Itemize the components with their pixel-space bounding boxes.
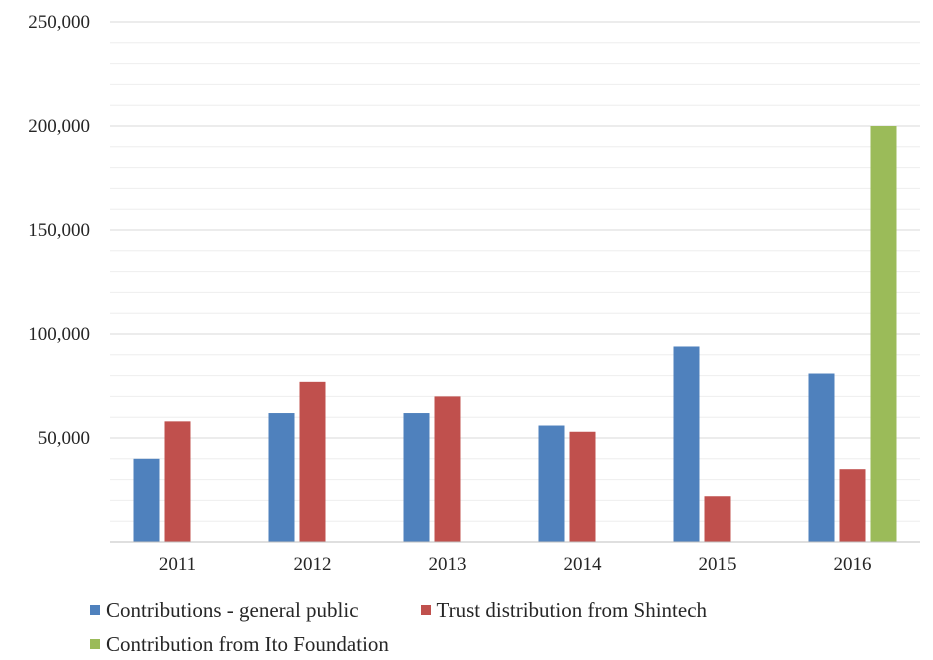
- legend-item-1: Contributions - general public: [90, 594, 359, 626]
- y-tick-label: 100,000: [28, 324, 90, 345]
- bar-2012-series-2: [299, 381, 326, 542]
- bar-2016-series-2: [839, 469, 866, 542]
- legend-label: Trust distribution from Shintech: [436, 598, 708, 622]
- legend: Contributions - general public Trust dist…: [90, 592, 920, 660]
- legend-item-3: Contribution from Ito Foundation: [90, 628, 389, 660]
- x-tick-label: 2011: [159, 554, 196, 575]
- x-tick-label: 2014: [564, 554, 603, 575]
- bar-2016-series-3: [870, 126, 897, 542]
- y-axis-tick-labels: 50,000 100,000 150,000 200,000 250,000: [28, 12, 90, 449]
- bar-2014-series-2: [569, 431, 596, 542]
- bar-2012-series-1: [268, 413, 295, 542]
- bar-2016-series-1: [808, 373, 835, 542]
- y-tick-label: 200,000: [28, 116, 90, 137]
- bar-2011-series-1: [133, 458, 160, 542]
- bar-2015-series-1: [673, 346, 700, 542]
- legend-swatch: [90, 639, 100, 649]
- legend-swatch: [90, 605, 100, 615]
- x-tick-label: 2016: [834, 554, 872, 575]
- legend-label: Contribution from Ito Foundation: [106, 632, 389, 656]
- x-tick-label: 2015: [699, 554, 737, 575]
- y-tick-label: 50,000: [38, 428, 90, 449]
- bar-2013-series-2: [434, 396, 461, 542]
- y-tick-label: 150,000: [28, 220, 90, 241]
- bar-2015-series-2: [704, 496, 731, 542]
- bar-2013-series-1: [403, 413, 430, 542]
- bar-2014-series-1: [538, 425, 565, 542]
- legend-swatch: [420, 605, 431, 615]
- x-axis-tick-labels: 2011 2012 2013 2014 2015 2016: [159, 554, 872, 575]
- x-tick-label: 2013: [429, 554, 467, 575]
- bars: [133, 126, 897, 542]
- x-tick-label: 2012: [294, 554, 332, 575]
- gridlines: [110, 21, 920, 522]
- bar-2011-series-2: [164, 421, 191, 542]
- y-tick-label: 250,000: [28, 12, 90, 33]
- legend-item-2: Trust distribution from Shintech: [420, 594, 708, 626]
- legend-label: Contributions - general public: [106, 598, 359, 622]
